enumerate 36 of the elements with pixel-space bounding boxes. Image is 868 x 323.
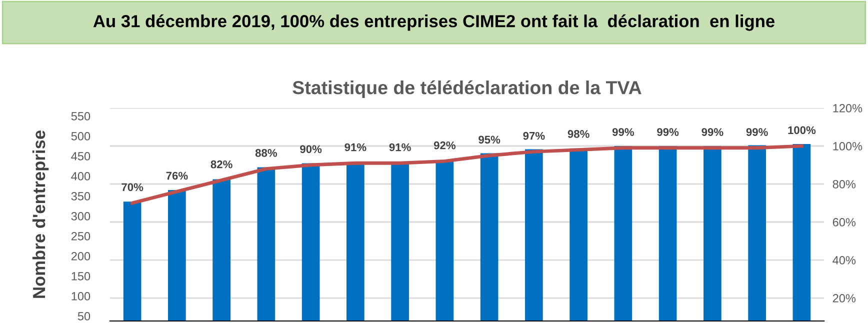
y2-tick-label: 120% bbox=[833, 104, 862, 112]
y-tick-label: 50 bbox=[78, 312, 90, 320]
data-label: 90% bbox=[300, 145, 322, 154]
data-label: 100% bbox=[788, 126, 816, 134]
y-tick-label: 200 bbox=[71, 252, 90, 260]
y-tick-label: 550 bbox=[71, 112, 90, 120]
data-label: 97% bbox=[523, 132, 545, 140]
data-label: 95% bbox=[478, 136, 500, 144]
data-label: 98% bbox=[568, 130, 590, 138]
data-label: 99% bbox=[657, 128, 679, 136]
y-tick-label: 150 bbox=[72, 272, 90, 280]
data-label: 82% bbox=[210, 160, 232, 168]
y2-tick-label: 80% bbox=[832, 180, 856, 188]
data-label: 99% bbox=[612, 128, 634, 136]
y-tick-label: 400 bbox=[71, 172, 90, 180]
data-label: 92% bbox=[434, 141, 456, 150]
data-label: 70% bbox=[122, 183, 144, 192]
y-tick-label: 450 bbox=[71, 152, 90, 160]
y2-tick-label: 100% bbox=[833, 142, 862, 150]
y2-tick-label: 20% bbox=[832, 294, 856, 302]
chart-title: Statistique de télédéclaration de la TVA bbox=[292, 80, 642, 98]
data-label: 91% bbox=[344, 143, 366, 152]
data-label: 99% bbox=[702, 128, 724, 136]
y-tick-label: 250 bbox=[71, 232, 90, 240]
data-label: 76% bbox=[166, 172, 188, 180]
data-label: 99% bbox=[746, 128, 768, 136]
y-tick-label: 350 bbox=[71, 192, 90, 200]
data-label: 88% bbox=[255, 149, 278, 157]
text: Au 31 décembre 2019, 100% des entreprises CIME2 ont fait la déclaration en ligne bbox=[93, 14, 775, 31]
y2-tick-label: 40% bbox=[832, 256, 856, 264]
data-label: 91% bbox=[389, 143, 411, 152]
y-tick-label: 300 bbox=[71, 212, 90, 220]
y-tick-label: 500 bbox=[71, 132, 90, 140]
y-tick-label: 100 bbox=[72, 292, 90, 300]
y-axis-title: Nombre d'entreprise bbox=[32, 130, 49, 298]
y2-tick-label: 60% bbox=[832, 218, 856, 226]
